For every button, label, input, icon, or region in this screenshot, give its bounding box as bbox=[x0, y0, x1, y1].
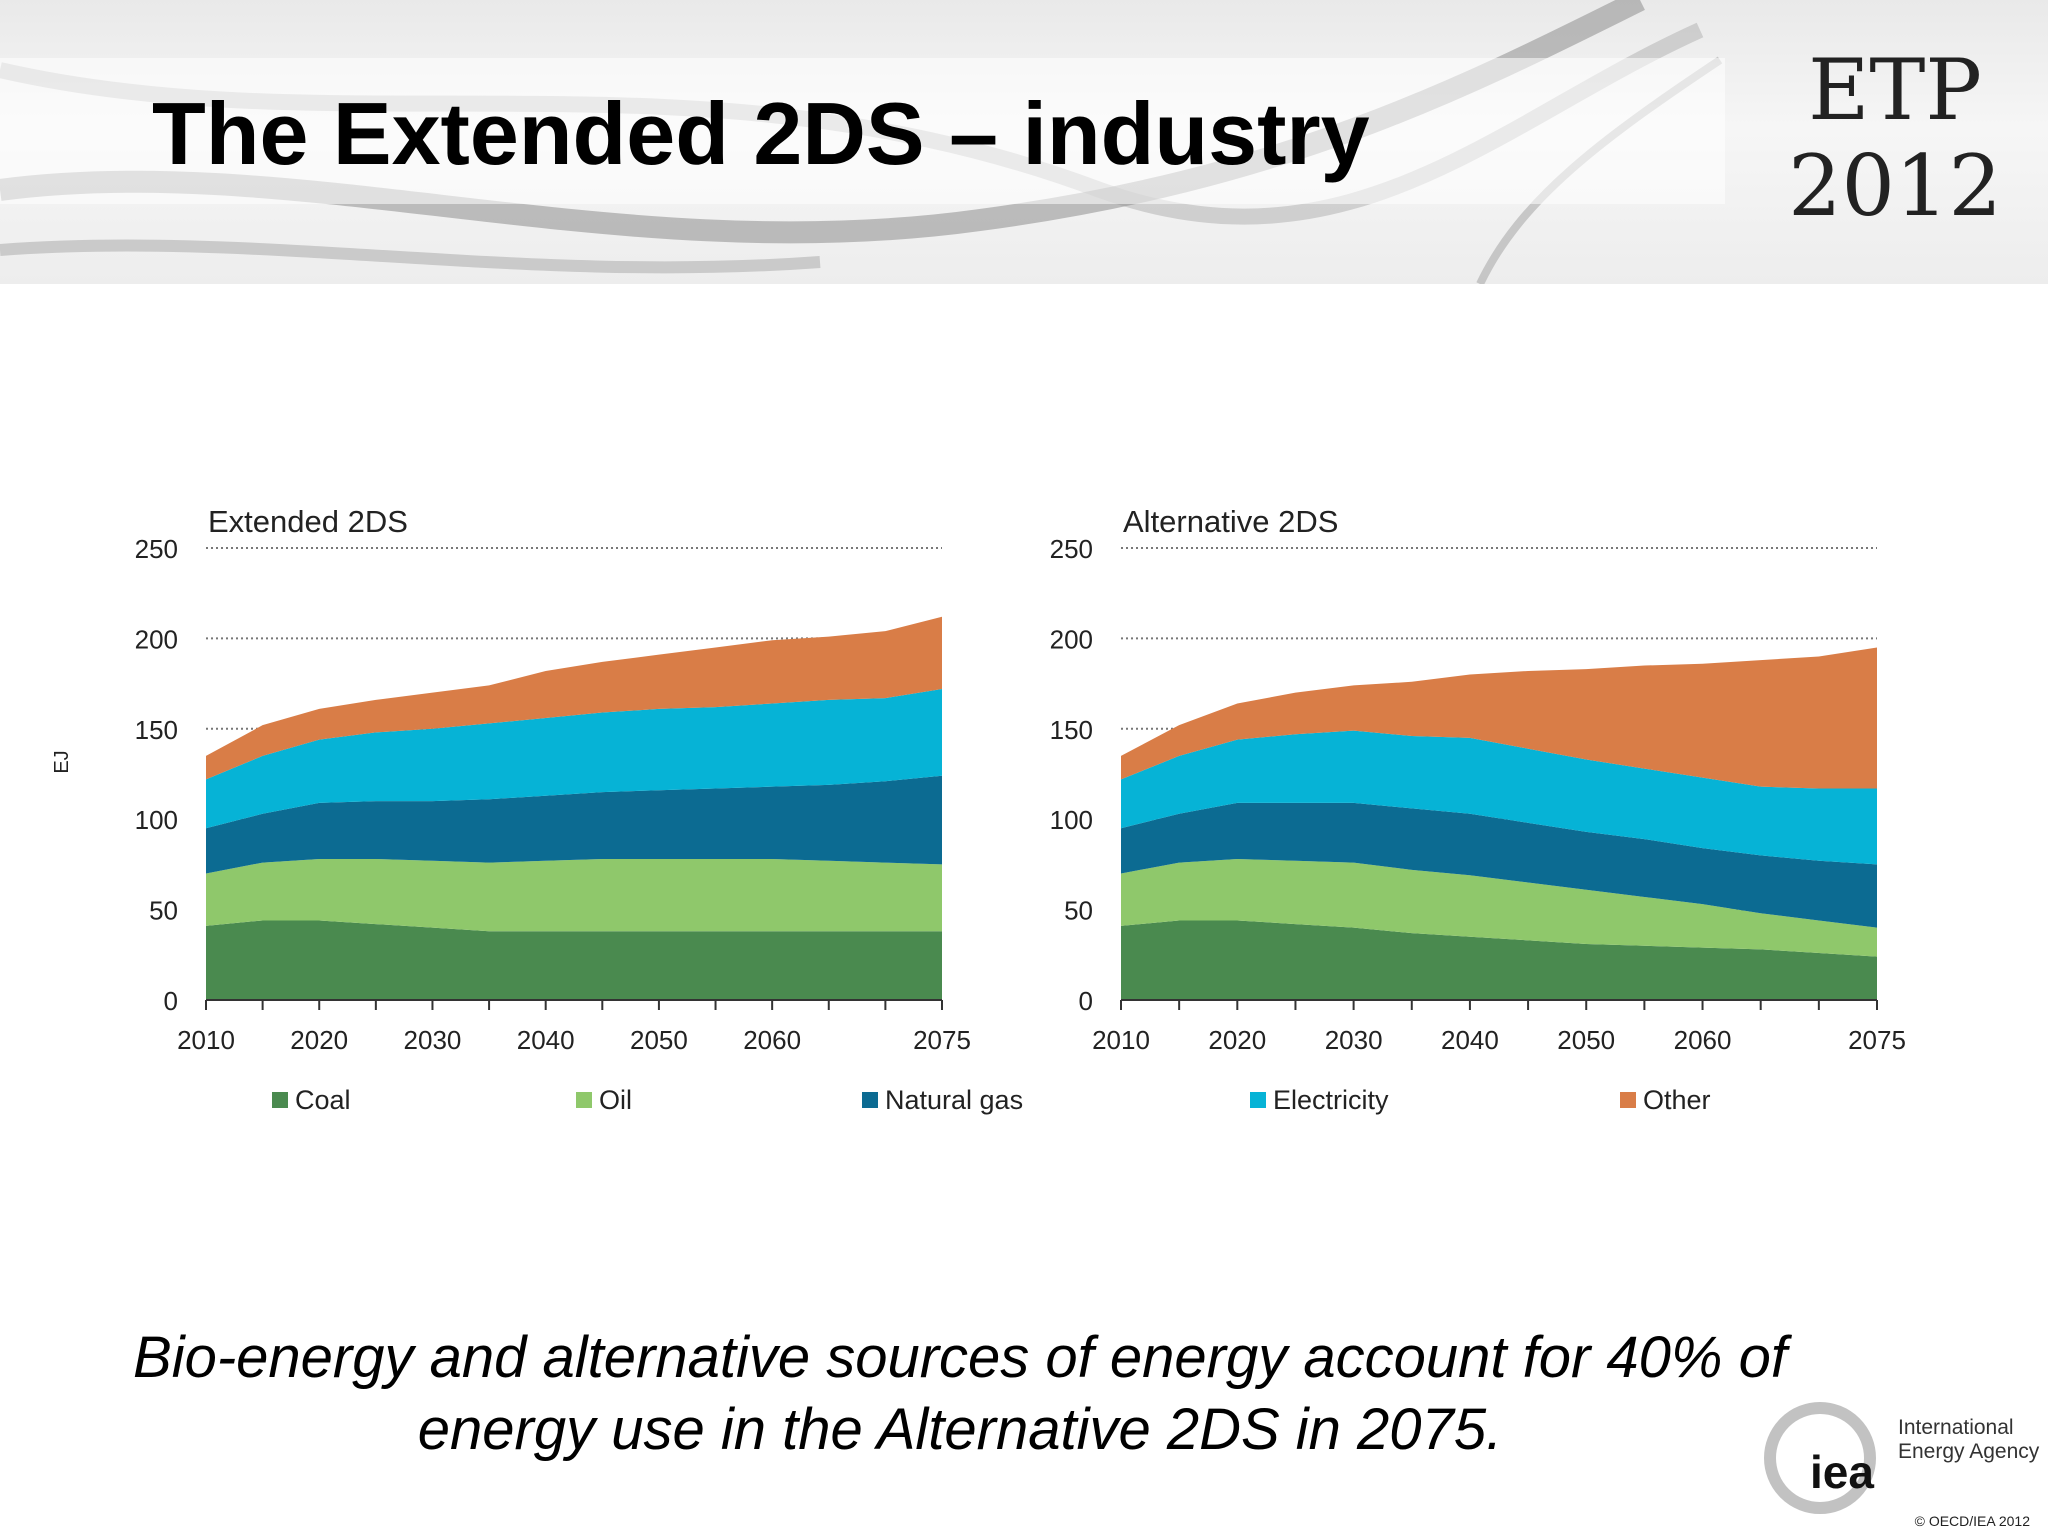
x-tick-label: 2020 bbox=[1208, 1025, 1266, 1055]
y-tick-label: 50 bbox=[149, 896, 178, 926]
x-tick-label: 2050 bbox=[1557, 1025, 1615, 1055]
y-axis-label: EJ bbox=[51, 750, 73, 773]
chart-title: Extended 2DS bbox=[208, 504, 408, 539]
x-tick-label: 2075 bbox=[913, 1025, 971, 1055]
legend-swatch-other bbox=[1620, 1092, 1636, 1108]
legend-label-natural-gas: Natural gas bbox=[885, 1085, 1023, 1115]
area-series-oil bbox=[1121, 858, 1877, 957]
header-banner bbox=[0, 0, 2048, 284]
copyright: © OECD/IEA 2012 bbox=[1914, 1513, 2030, 1529]
x-tick-label: 2050 bbox=[630, 1025, 688, 1055]
area-series-electricity bbox=[206, 689, 942, 829]
x-tick-label: 2010 bbox=[177, 1025, 235, 1055]
legend-swatch-oil bbox=[576, 1092, 592, 1108]
area-series-oil bbox=[206, 858, 942, 932]
x-tick-label: 2060 bbox=[1674, 1025, 1732, 1055]
y-tick-label: 100 bbox=[1050, 805, 1093, 835]
chart-panel-alternative-2ds: Alternative 2DS 0 50 100 150 200 250 2010 2020 20… bbox=[1050, 504, 1906, 1055]
y-tick-label: 250 bbox=[135, 534, 178, 564]
etp-logo-line1: ETP bbox=[1808, 41, 1982, 139]
y-tick-label: 0 bbox=[1079, 986, 1093, 1016]
chart-legend: Coal Oil Natural gas Electricity Other bbox=[272, 1085, 1711, 1115]
y-tick-label: 100 bbox=[135, 805, 178, 835]
etp-logo-line2: 2012 bbox=[1788, 137, 2002, 235]
title-band bbox=[0, 58, 1725, 204]
iea-org-line2: Energy Agency bbox=[1898, 1440, 2040, 1463]
x-tick-label: 2060 bbox=[743, 1025, 801, 1055]
legend-label-oil: Oil bbox=[599, 1085, 632, 1115]
y-tick-label: 0 bbox=[164, 986, 178, 1016]
x-tick-label: 2075 bbox=[1848, 1025, 1906, 1055]
area-series-other bbox=[206, 616, 942, 780]
y-tick-label: 250 bbox=[1050, 534, 1093, 564]
area-series-natural-gas bbox=[1121, 802, 1877, 928]
x-tick-label: 2020 bbox=[290, 1025, 348, 1055]
x-tick-label: 2040 bbox=[1441, 1025, 1499, 1055]
iea-logo: iea bbox=[1764, 1402, 1876, 1514]
x-tick-label: 2010 bbox=[1092, 1025, 1150, 1055]
area-series-electricity bbox=[1121, 730, 1877, 865]
legend-label-coal: Coal bbox=[295, 1085, 351, 1115]
chart-title: Alternative 2DS bbox=[1123, 504, 1338, 539]
legend-swatch-natural-gas bbox=[862, 1092, 878, 1108]
charts-area: Extended 2DS 0 50 100 150 200 250 2010 2020 2030 2… bbox=[51, 504, 1906, 1115]
area-series-coal bbox=[206, 920, 942, 1000]
iea-logo-mark: iea bbox=[1810, 1446, 1874, 1498]
legend-label-other: Other bbox=[1643, 1085, 1711, 1115]
x-tick-label: 2030 bbox=[1325, 1025, 1383, 1055]
area-series-coal bbox=[1121, 920, 1877, 1000]
y-tick-label: 200 bbox=[1050, 624, 1093, 654]
slide-title: The Extended 2DS – industry bbox=[152, 84, 1370, 183]
area-series-other bbox=[1121, 647, 1877, 789]
legend-swatch-coal bbox=[272, 1092, 288, 1108]
legend-label-electricity: Electricity bbox=[1273, 1085, 1389, 1115]
y-tick-label: 150 bbox=[135, 715, 178, 745]
iea-org-name: International Energy Agency bbox=[1898, 1416, 2048, 1464]
y-tick-label: 50 bbox=[1064, 896, 1093, 926]
y-tick-label: 200 bbox=[135, 624, 178, 654]
x-tick-label: 2030 bbox=[404, 1025, 462, 1055]
area-series-natural-gas bbox=[206, 775, 942, 874]
chart-panel-extended-2ds: Extended 2DS 0 50 100 150 200 250 2010 2020 2030 2… bbox=[135, 504, 971, 1055]
legend-swatch-electricity bbox=[1250, 1092, 1266, 1108]
etp-logo: ETP 2012 bbox=[1770, 42, 2020, 234]
iea-logo-ring bbox=[1764, 1402, 1876, 1514]
y-tick-label: 150 bbox=[1050, 715, 1093, 745]
x-tick-label: 2040 bbox=[517, 1025, 575, 1055]
iea-org-line1: International bbox=[1898, 1416, 2014, 1439]
slide-caption: Bio-energy and alternative sources of en… bbox=[133, 1325, 1787, 1462]
